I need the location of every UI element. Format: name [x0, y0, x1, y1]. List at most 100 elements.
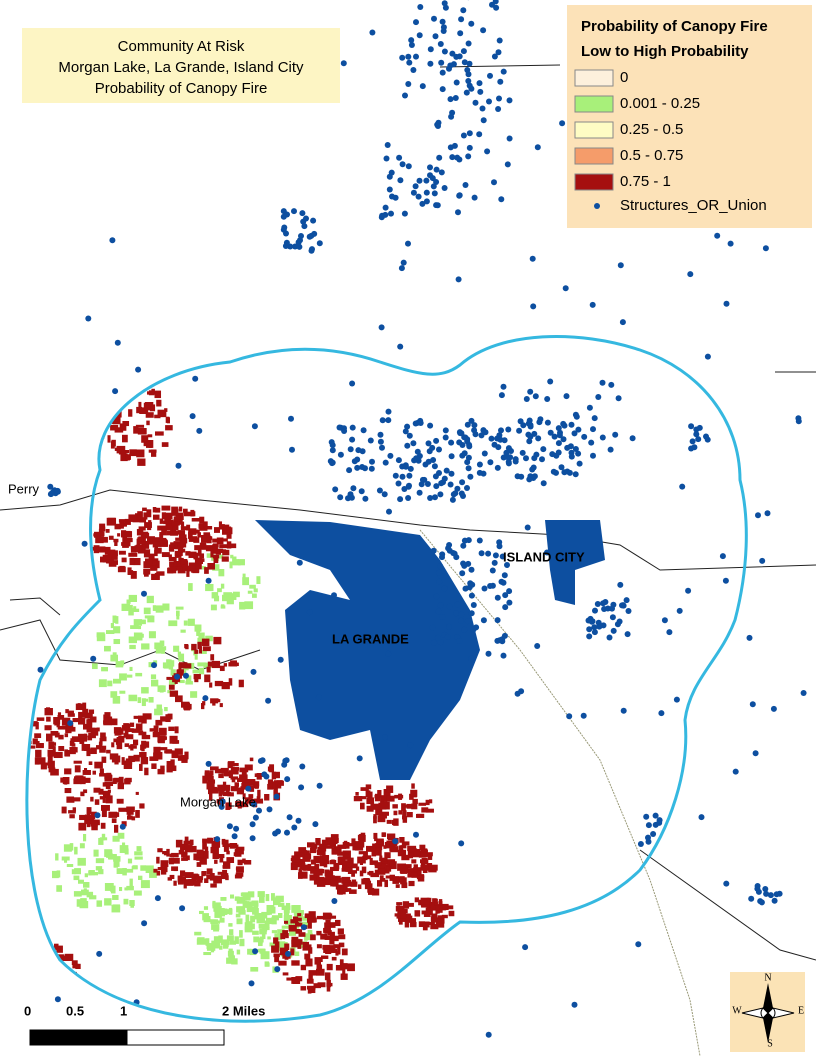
raster-cell [64, 768, 72, 775]
raster-cell [213, 905, 222, 912]
raster-cell [239, 930, 243, 938]
structure [468, 655, 475, 662]
structure [645, 838, 652, 845]
structure [586, 404, 593, 411]
raster-cell [247, 590, 253, 594]
structure [440, 24, 447, 31]
structure [506, 599, 513, 606]
structure [500, 652, 507, 659]
raster-cell [111, 742, 115, 748]
raster-cell [84, 814, 92, 820]
raster-cell [206, 781, 215, 790]
raster-cell [219, 917, 225, 923]
raster-cell [220, 897, 227, 901]
raster-cell [219, 908, 225, 912]
structure [466, 130, 473, 137]
raster-cell [415, 870, 422, 877]
raster-cell [354, 844, 364, 851]
raster-cell [123, 733, 127, 738]
raster-cell [89, 895, 97, 900]
raster-cell [130, 625, 139, 629]
raster-cell [293, 917, 302, 922]
structure [506, 97, 513, 104]
raster-cell [365, 855, 372, 860]
raster-cell [220, 583, 225, 589]
raster-cell [325, 842, 332, 846]
raster-cell [181, 758, 188, 763]
structure [448, 439, 455, 446]
structures [37, 0, 807, 1038]
structure [312, 821, 319, 828]
structure [398, 265, 405, 272]
raster-cell [37, 757, 46, 765]
raster-cell [278, 941, 286, 947]
compass-label: S [767, 1038, 773, 1049]
structure [358, 488, 365, 495]
legend-label: 0 [620, 69, 628, 86]
raster-cell [75, 775, 84, 779]
raster-cell [165, 523, 173, 531]
raster-cell [171, 750, 179, 759]
raster-cell [199, 524, 208, 531]
structure [387, 452, 394, 459]
raster-cell [188, 562, 196, 567]
raster-cell [101, 745, 107, 750]
structure [283, 230, 289, 237]
raster-cell [128, 608, 134, 616]
town-area [545, 520, 605, 605]
raster-cell [246, 779, 256, 786]
structure [773, 891, 780, 898]
structure [468, 20, 475, 27]
raster-cell [178, 653, 185, 662]
raster-cell [212, 853, 219, 860]
raster-cell [411, 859, 417, 864]
structure [555, 449, 562, 456]
structure [800, 690, 807, 696]
raster-cell [202, 775, 208, 784]
structure [719, 553, 726, 560]
raster-cell [98, 838, 104, 845]
raster-cell [437, 904, 447, 911]
place-label: LA GRANDE [332, 631, 409, 646]
raster-cell [209, 873, 215, 881]
structure [449, 496, 456, 503]
structure [500, 383, 507, 390]
raster-cell [195, 854, 202, 861]
raster-cell [96, 420, 100, 425]
structure [757, 898, 764, 905]
raster-cell [228, 955, 235, 960]
raster-cell [385, 875, 393, 879]
raster-cell [370, 846, 376, 852]
structure [471, 427, 478, 434]
raster-cell [210, 550, 214, 558]
raster-cell [177, 669, 184, 673]
raster-cell [328, 945, 336, 953]
structure [488, 435, 495, 442]
structure [518, 473, 525, 480]
structure [529, 255, 536, 262]
raster-cell [116, 737, 125, 743]
raster-cell [83, 723, 88, 730]
raster-cell [253, 588, 258, 593]
structure [594, 601, 601, 607]
structure [691, 444, 698, 451]
raster-cell [46, 973, 53, 978]
raster-cell [220, 873, 229, 880]
raster-cell [281, 905, 291, 911]
structure [466, 144, 473, 151]
raster-cell [219, 856, 224, 863]
raster-cell [263, 927, 268, 932]
raster-cell [428, 855, 433, 860]
raster-cell [244, 860, 252, 865]
raster-cell [43, 953, 48, 958]
structure [494, 617, 501, 624]
raster-cell [127, 567, 132, 575]
raster-cell [204, 567, 209, 574]
structure [688, 423, 695, 430]
structure [572, 471, 579, 478]
raster-cell [150, 674, 157, 680]
structure [249, 835, 256, 842]
raster-cell [157, 409, 167, 418]
raster-cell [58, 746, 65, 752]
structure [465, 465, 472, 472]
